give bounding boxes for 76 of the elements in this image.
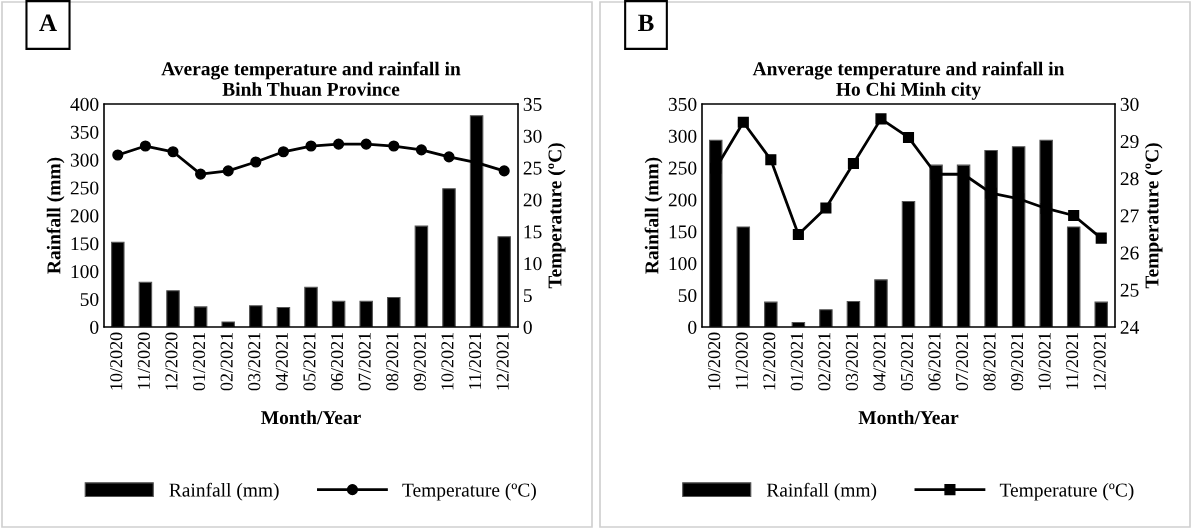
y2-tick-label: 20	[523, 193, 542, 207]
y-tick-label: 0	[688, 320, 697, 334]
x-axis-title: Month/Year	[858, 410, 959, 425]
y-tick-label: 300	[668, 129, 697, 143]
y-axis-title: Rainfall (mm)	[46, 157, 65, 274]
x-tick-label: 06/2021	[928, 332, 941, 391]
legend-label: Rainfall (mm)	[766, 482, 877, 501]
x-tick-label: 11/2020	[735, 332, 748, 389]
y-tick-label: 250	[70, 181, 99, 195]
y2-tick-label: 28	[1120, 172, 1139, 186]
x-tick-label: 05/2021	[900, 332, 914, 391]
x-tick-label: 10/2020	[110, 332, 123, 390]
x-tick-label: 03/2021	[845, 332, 858, 391]
x-tick-label: 01/2021	[192, 332, 206, 391]
y2-axis-title: Temperature (ºC)	[547, 143, 566, 289]
y2-tick-label: 26	[1120, 246, 1139, 260]
x-tick-label: 07/2021	[955, 332, 969, 391]
x-tick-label: 01/2021	[790, 332, 803, 391]
legend-label: Temperature (ºC)	[999, 482, 1134, 501]
x-tick-label: 05/2021	[303, 332, 316, 391]
y-tick-label: 150	[71, 237, 99, 251]
x-tick-label: 07/2021	[358, 332, 371, 391]
x-tick-label: 08/2021	[983, 332, 996, 391]
y2-tick-label: 35	[523, 97, 542, 111]
x-tick-label: 06/2021	[330, 332, 344, 391]
y-tick-label: 150	[669, 225, 697, 239]
y2-tick-label: 24	[1120, 320, 1139, 334]
chart-title: Average temperature and rainfall in Binh Thuan Province	[161, 61, 461, 96]
y-tick-label: 400	[70, 97, 99, 111]
x-axis-title: Month/Year	[261, 410, 361, 425]
y2-tick-label: 5	[523, 289, 532, 303]
x-tick-label: 02/2021	[220, 332, 233, 391]
y2-tick-label: 25	[523, 161, 542, 175]
y-tick-label: 50	[678, 288, 697, 303]
x-tick-label: 12/2020	[763, 332, 776, 390]
x-tick-label: 10/2021	[1038, 332, 1051, 390]
x-tick-label: 12/2021	[496, 332, 509, 390]
y-tick-label: 350	[70, 125, 99, 139]
y2-tick-label: 29	[1120, 135, 1139, 149]
y2-tick-label: 30	[1120, 97, 1139, 111]
x-tick-label: 11/2021	[1066, 332, 1079, 389]
y2-axis-title: Temperature (ºC)	[1144, 143, 1163, 289]
y2-tick-label: 30	[523, 129, 542, 143]
y-tick-label: 350	[668, 97, 697, 111]
y-tick-label: 200	[668, 193, 697, 207]
y-tick-label: 100	[669, 257, 697, 271]
text: B	[638, 14, 654, 32]
x-tick-label: 12/2020	[165, 332, 178, 390]
x-tick-label: 12/2021	[1093, 332, 1106, 390]
y-tick-label: 100	[71, 265, 99, 279]
y2-tick-label: 25	[1120, 283, 1139, 297]
x-tick-label: 02/2021	[818, 332, 831, 391]
legend-label: Temperature (ºC)	[402, 482, 536, 501]
y2-tick-label: 27	[1120, 209, 1139, 223]
x-tick-label: 08/2021	[386, 332, 399, 391]
x-tick-label: 04/2021	[873, 332, 886, 391]
y-tick-label: 50	[80, 292, 99, 307]
y-tick-label: 250	[668, 161, 697, 175]
x-tick-label: 11/2020	[137, 332, 150, 389]
y2-tick-label: 15	[524, 225, 542, 239]
y-tick-label: 300	[70, 153, 99, 167]
x-tick-label: 10/2021	[441, 332, 454, 390]
y2-tick-label: 10	[524, 257, 542, 271]
x-tick-label: 09/2021	[413, 332, 426, 391]
legend-label: Rainfall (mm)	[169, 482, 279, 501]
x-tick-label: 03/2021	[248, 332, 261, 391]
y2-tick-label: 0	[523, 320, 532, 334]
y-axis-title: Rainfall (mm)	[644, 157, 663, 274]
x-tick-label: 11/2021	[468, 332, 482, 389]
chart-title: Anverage temperature and rainfall in Ho Chi Minh city	[752, 61, 1065, 100]
text: A	[39, 14, 57, 32]
x-tick-label: 10/2020	[708, 332, 721, 390]
x-tick-label: 09/2021	[1010, 332, 1024, 391]
y-tick-label: 200	[70, 209, 99, 223]
y-tick-label: 0	[90, 320, 99, 334]
x-tick-label: 04/2021	[275, 332, 288, 391]
